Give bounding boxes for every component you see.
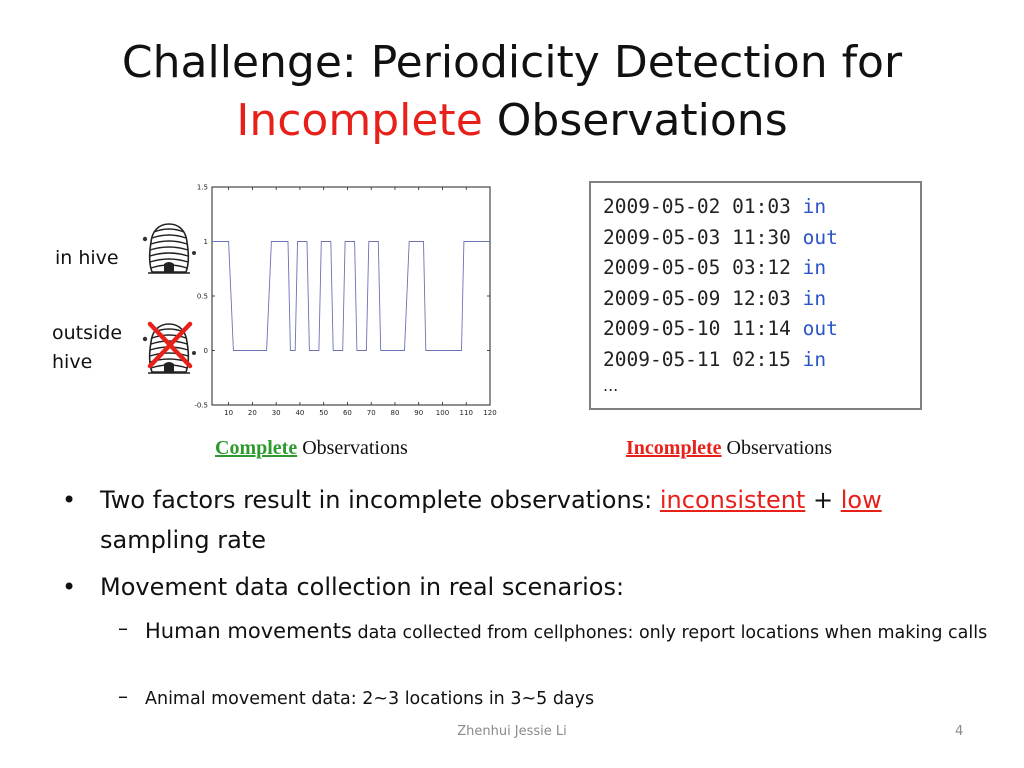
bullet-dot: • (62, 573, 77, 601)
x-tick-label: 80 (390, 409, 399, 417)
incomplete-caption-rest: Observations (726, 437, 833, 459)
sub-bullet-dash: – (118, 616, 128, 640)
complete-caption: Complete Observations (215, 437, 408, 460)
sub-bullet-text: Animal movement data: 2~3 locations in 3… (145, 689, 595, 709)
bullet-dot: • (62, 486, 77, 514)
outside-hive-label-line-2: hive (52, 351, 93, 373)
log-status: in (802, 256, 827, 279)
y-tick-label: 1 (204, 238, 208, 246)
log-time: 2009-05-02 01:03 (603, 195, 791, 218)
log-status: out (802, 225, 838, 249)
log-status: in (802, 195, 827, 218)
x-tick-label: 90 (414, 409, 423, 417)
outside-hive-label: outside hive (52, 319, 142, 377)
log-status: in (802, 286, 827, 310)
beehive-crossed-icon (142, 321, 196, 374)
log-row: 2009-05-10 11:14 out (603, 314, 920, 345)
log-time: 2009-05-10 11:14 (603, 317, 791, 340)
log-time: 2009-05-03 11:30 (603, 225, 791, 249)
x-tick-label: 100 (436, 409, 449, 417)
slide-title: Challenge: Periodicity Detection for Inc… (0, 34, 1024, 150)
log-time: 2009-05-09 12:03 (603, 286, 791, 310)
beehive-icon (142, 223, 196, 274)
log-row: 2009-05-03 11:30 out (603, 223, 920, 254)
sub-bullet-1-lead: Human movements (145, 619, 352, 643)
y-tick-label: 0 (204, 347, 208, 355)
footer-author: Zhenhui Jessie Li (457, 724, 567, 739)
log-ellipsis: ... (603, 376, 619, 395)
log-status: out (802, 317, 838, 340)
log-time: 2009-05-05 03:12 (603, 256, 791, 279)
sub-bullet-1-rest: data collected from cellphones: only rep… (357, 623, 988, 643)
bullet-1-plus: + (812, 486, 834, 514)
title-highlight: Incomplete (236, 95, 483, 146)
title-line-2: Incomplete Observations (0, 92, 1024, 150)
complete-caption-rest: Observations (302, 437, 408, 459)
page-number: 4 (955, 724, 964, 739)
log-row: 2009-05-09 12:03 in (603, 284, 920, 315)
x-tick-label: 20 (248, 409, 257, 417)
x-tick-label: 110 (460, 409, 473, 417)
title-line-2-rest: Observations (496, 95, 788, 146)
complete-observations-chart: -0.5 0 0.5 1 1.5 10 20 30 40 50 60 70 80 90 100 110 120 (180, 180, 510, 420)
bullet-1-inconsistent: inconsistent (659, 486, 806, 514)
y-tick-label: -0.5 (194, 402, 208, 410)
title-line-1: Challenge: Periodicity Detection for (121, 37, 903, 88)
bullet-1-pre: Two factors result in incomplete observa… (100, 486, 653, 514)
x-tick-label: 120 (483, 409, 496, 417)
x-tick-label: 40 (295, 409, 304, 417)
x-tick-label: 70 (367, 409, 376, 417)
log-row: 2009-05-11 02:15 in (603, 345, 920, 376)
log-row: 2009-05-05 03:12 in (603, 253, 920, 284)
bullet-text: Movement data collection in real scenari… (100, 573, 625, 601)
log-row: 2009-05-02 01:03 in (603, 192, 920, 223)
bullet-1-post: sampling rate (100, 526, 266, 554)
sub-bullet-dash: – (118, 684, 128, 708)
bullet-1-low: low (840, 486, 882, 514)
x-tick-label: 60 (343, 409, 352, 417)
plot-frame (211, 186, 491, 406)
sub-bullet-text: Human movements data collected from cell… (145, 616, 995, 648)
y-tick-label: 1.5 (197, 184, 208, 192)
log-time: 2009-05-11 02:15 (603, 347, 791, 371)
x-tick-label: 10 (224, 409, 233, 417)
outside-hive-label-line-1: outside (52, 322, 123, 344)
x-tick-label: 30 (272, 409, 281, 417)
chart-svg: -0.5 0 0.5 1 1.5 10 20 30 40 50 60 70 80 90 100 110 120 (194, 184, 496, 418)
bullet-text: Two factors result in incomplete observa… (100, 480, 980, 560)
x-tick-label: 50 (319, 409, 328, 417)
in-hive-label: in hive (55, 247, 119, 269)
complete-caption-bold: Complete (215, 437, 298, 459)
y-tick-label: 0.5 (197, 293, 208, 301)
incomplete-caption: Incomplete Observations (626, 437, 832, 460)
incomplete-observations-log: 2009-05-02 01:03 in 2009-05-03 11:30 out… (589, 181, 922, 410)
series-line (212, 241, 490, 351)
incomplete-caption-bold: Incomplete (626, 437, 722, 459)
log-status: in (802, 347, 827, 371)
